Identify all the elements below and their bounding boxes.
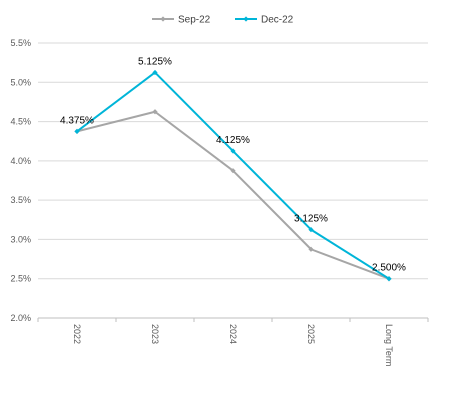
data-point-marker (152, 109, 158, 115)
data-label: 3.125% (294, 214, 328, 225)
x-axis (37, 317, 429, 322)
series-lines (74, 69, 392, 282)
x-axis-tick-labels: 2022 2023 2024 2025 Long Term (72, 324, 394, 366)
data-point-marker (152, 69, 158, 76)
data-point-marker (308, 227, 314, 233)
data-label: 4.375% (60, 115, 94, 126)
y-tick-label: 4.0% (10, 156, 31, 166)
y-tick-label: 3.0% (10, 234, 31, 244)
legend-swatch-marker (160, 16, 166, 22)
data-label: 2.500% (372, 263, 406, 274)
data-point-marker (74, 128, 80, 134)
y-tick-label: 5.5% (10, 38, 31, 48)
x-tick-label: 2024 (228, 324, 238, 344)
x-tick-label: 2025 (306, 324, 316, 344)
y-tick-label: 4.5% (10, 117, 31, 127)
data-labels: 4.375% 5.125% 4.125% 3.125% 2.500% (60, 56, 406, 273)
legend-label: Dec-22 (261, 15, 294, 26)
series-dec-22 (74, 69, 392, 282)
grid-lines (38, 42, 428, 319)
x-tick-label: 2022 (72, 324, 82, 344)
y-tick-label: 2.0% (10, 313, 31, 323)
legend-swatch-marker (243, 16, 249, 22)
data-point-marker (386, 276, 392, 282)
y-tick-label: 2.5% (10, 274, 31, 284)
y-axis-tick-labels: 2.0% 2.5% 3.0% 3.5% 4.0% 4.5% 5.0% 5.5% (10, 38, 31, 323)
series-line (76, 71, 390, 280)
data-label: 5.125% (138, 56, 172, 67)
legend-item: Sep-22 (152, 15, 211, 26)
x-tick-label: 2023 (150, 324, 160, 344)
y-tick-label: 3.5% (10, 195, 31, 205)
x-tick-label: Long Term (384, 324, 394, 366)
legend: Sep-22 Dec-22 (152, 15, 294, 26)
data-point-marker (308, 246, 314, 252)
legend-label: Sep-22 (178, 15, 211, 26)
data-point-marker (230, 148, 236, 154)
y-tick-label: 5.0% (10, 77, 31, 87)
data-point-marker (230, 168, 236, 174)
data-label: 4.125% (216, 135, 250, 146)
legend-item: Dec-22 (235, 15, 294, 26)
